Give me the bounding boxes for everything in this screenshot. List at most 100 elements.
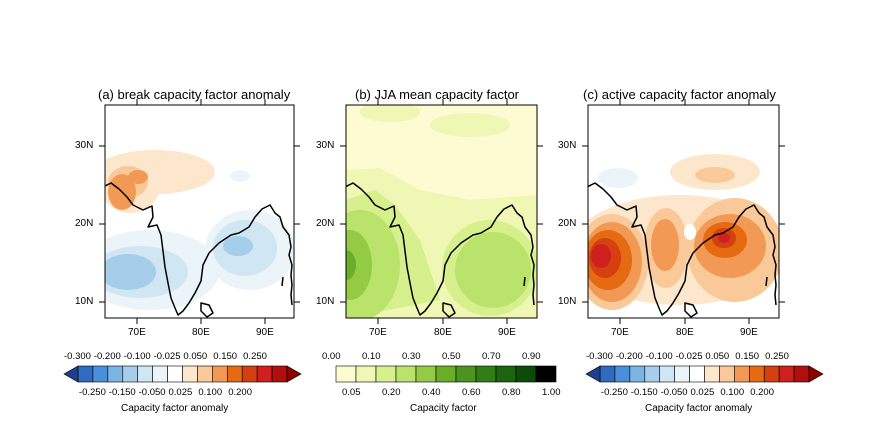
colorbar-anomaly-left-bottom-label: 0.100 bbox=[198, 387, 223, 398]
colorbar-anomaly-right-bottom-label: 0.200 bbox=[750, 387, 774, 398]
panel-a-lat-10n: 10N bbox=[75, 296, 94, 307]
panel-b-map bbox=[346, 105, 537, 318]
colorbar-anomaly-right-box bbox=[689, 365, 705, 383]
colorbar-anomaly-left-top-label: -0.200 bbox=[93, 351, 121, 362]
colorbar-anomaly-left-bottom-label: -0.150 bbox=[108, 387, 136, 398]
colorbar-anomaly-left-top-label: -0.025 bbox=[153, 351, 181, 362]
colorbar-anomaly-left-box bbox=[92, 365, 109, 383]
colorbar-anomaly-right-top-label: -0.025 bbox=[675, 351, 703, 362]
colorbar-anomaly-left bbox=[63, 365, 302, 383]
colorbar-anomaly-right-box bbox=[644, 365, 661, 383]
colorbar-anomaly-left-box bbox=[197, 365, 213, 383]
panel-a-title: (a) break capacity factor anomaly bbox=[98, 87, 291, 102]
colorbar-mean-top-label: 0.10 bbox=[362, 351, 381, 362]
colorbar-anomaly-left-box bbox=[256, 365, 273, 383]
panel-c-map bbox=[588, 105, 779, 318]
colorbar-mean-bottom-label: 1.00 bbox=[542, 387, 561, 398]
colorbar-anomaly-right-min-arrow bbox=[585, 365, 601, 383]
colorbar-anomaly-right-top-label: 0.250 bbox=[765, 351, 789, 362]
colorbar-anomaly-right-box bbox=[659, 365, 675, 383]
panel-a-map bbox=[105, 105, 294, 318]
colorbar-mean-box bbox=[475, 365, 497, 383]
colorbar-mean-top-label: 0.70 bbox=[482, 351, 501, 362]
colorbar-anomaly-right-bottom-label: 0.025 bbox=[690, 387, 715, 398]
tick-marks bbox=[99, 99, 785, 324]
colorbar-anomaly-left-top-label: 0.250 bbox=[243, 351, 267, 362]
colorbar-mean bbox=[335, 365, 557, 383]
colorbar-anomaly-right bbox=[585, 365, 824, 383]
colorbar-anomaly-right-box bbox=[748, 365, 765, 383]
colorbar-anomaly-right-bottom-label: -0.150 bbox=[630, 387, 658, 398]
panel-b-lat-20n: 20N bbox=[316, 218, 335, 229]
colorbar-anomaly-left-box bbox=[271, 365, 288, 383]
colorbar-anomaly-right-bottom-label: 0.100 bbox=[720, 387, 745, 398]
colorbar-mean-bottom-label: 0.40 bbox=[422, 387, 441, 398]
colorbar-anomaly-left-box bbox=[182, 365, 198, 383]
colorbar-mean-box bbox=[415, 365, 437, 383]
colorbar-mean-box bbox=[495, 365, 517, 383]
colorbar-anomaly-right-box bbox=[629, 365, 646, 383]
colorbar-anomaly-right-box bbox=[614, 365, 631, 383]
colorbar-anomaly-right-top-label: 0.050 bbox=[705, 351, 730, 362]
panel-c-lat-30n: 30N bbox=[558, 140, 577, 151]
colorbar-anomaly-right-bottom-label: -0.250 bbox=[600, 387, 628, 398]
colorbar-anomaly-right-box bbox=[778, 365, 795, 383]
colorbar-anomaly-left-box bbox=[122, 365, 139, 383]
panel-b-lon-80e: 80E bbox=[434, 327, 452, 338]
colorbar-anomaly-left-box bbox=[212, 365, 228, 383]
colorbar-anomaly-left-box bbox=[152, 365, 168, 383]
colorbar-anomaly-left-top-label: 0.050 bbox=[183, 351, 208, 362]
panel-c-lat-10n: 10N bbox=[558, 296, 577, 307]
colorbar-anomaly-right-box bbox=[704, 365, 720, 383]
colorbar-mean-box bbox=[395, 365, 417, 383]
colorbar-anomaly-right-box bbox=[763, 365, 780, 383]
colorbar-anomaly-right-top-label: -0.300 bbox=[586, 351, 613, 362]
colorbar-anomaly-right-top-label: 0.150 bbox=[735, 351, 760, 362]
colorbar-anomaly-left-bottom-label: 0.200 bbox=[228, 387, 252, 398]
colorbar-anomaly-left-bottom-label: -0.250 bbox=[78, 387, 106, 398]
panel-b-frame bbox=[345, 104, 538, 319]
colorbar-anomaly-left-box bbox=[226, 365, 243, 383]
colorbar-anomaly-left-box bbox=[77, 365, 94, 383]
panel-a-lon-80e: 80E bbox=[192, 327, 210, 338]
colorbar-anomaly-left-top-label: -0.300 bbox=[64, 351, 91, 362]
colorbar-anomaly-right-box bbox=[599, 365, 616, 383]
panel-b-lon-70e: 70E bbox=[369, 327, 387, 338]
panel-a-lat-20n: 20N bbox=[75, 218, 94, 229]
panel-a-lon-90e: 90E bbox=[256, 327, 274, 338]
colorbar-mean-box bbox=[535, 365, 557, 383]
panel-c-lon-80e: 80E bbox=[676, 327, 694, 338]
panel-a-lat-30n: 30N bbox=[75, 140, 94, 151]
colorbar-mean-box bbox=[375, 365, 397, 383]
colorbar-anomaly-left-title: Capacity factor anomaly bbox=[121, 403, 229, 414]
panel-b-title: (b) JJA mean capacity factor bbox=[355, 87, 520, 102]
colorbar-anomaly-left-min-arrow bbox=[63, 365, 79, 383]
panel-b-lon-90e: 90E bbox=[498, 327, 516, 338]
colorbar-anomaly-left-max-arrow bbox=[286, 365, 302, 383]
colorbar-anomaly-left-box bbox=[241, 365, 258, 383]
colorbar-anomaly-right-title: Capacity factor anomaly bbox=[645, 403, 753, 414]
colorbar-anomaly-left-bottom-label: -0.050 bbox=[138, 387, 166, 398]
colorbar-anomaly-right-top-label: -0.200 bbox=[615, 351, 643, 362]
colorbar-mean-bottom-label: 0.60 bbox=[462, 387, 481, 398]
colorbar-anomaly-right-max-arrow bbox=[808, 365, 824, 383]
colorbar-anomaly-left-box bbox=[107, 365, 124, 383]
panel-c-lat-20n: 20N bbox=[558, 218, 577, 229]
panel-a-frame bbox=[104, 104, 295, 319]
colorbar-mean-top-label: 0.50 bbox=[442, 351, 461, 362]
colorbar-anomaly-right-box bbox=[719, 365, 735, 383]
colorbar-mean-bottom-label: 0.20 bbox=[382, 387, 401, 398]
colorbar-anomaly-left-box bbox=[137, 365, 153, 383]
colorbar-anomaly-right-box bbox=[793, 365, 810, 383]
colorbar-mean-box bbox=[435, 365, 457, 383]
colorbar-anomaly-left-top-label: 0.150 bbox=[213, 351, 238, 362]
colorbar-anomaly-right-box bbox=[674, 365, 690, 383]
colorbar-anomaly-right-bottom-label: -0.050 bbox=[660, 387, 688, 398]
colorbar-mean-bottom-label: 0.05 bbox=[342, 387, 361, 398]
colorbar-anomaly-right-box bbox=[734, 365, 750, 383]
colorbar-mean-box bbox=[355, 365, 377, 383]
panel-a-lon-70e: 70E bbox=[128, 327, 146, 338]
panel-c-frame bbox=[587, 104, 780, 319]
colorbar-mean-box bbox=[515, 365, 537, 383]
panel-c-title: (c) active capacity factor anomaly bbox=[583, 87, 776, 102]
